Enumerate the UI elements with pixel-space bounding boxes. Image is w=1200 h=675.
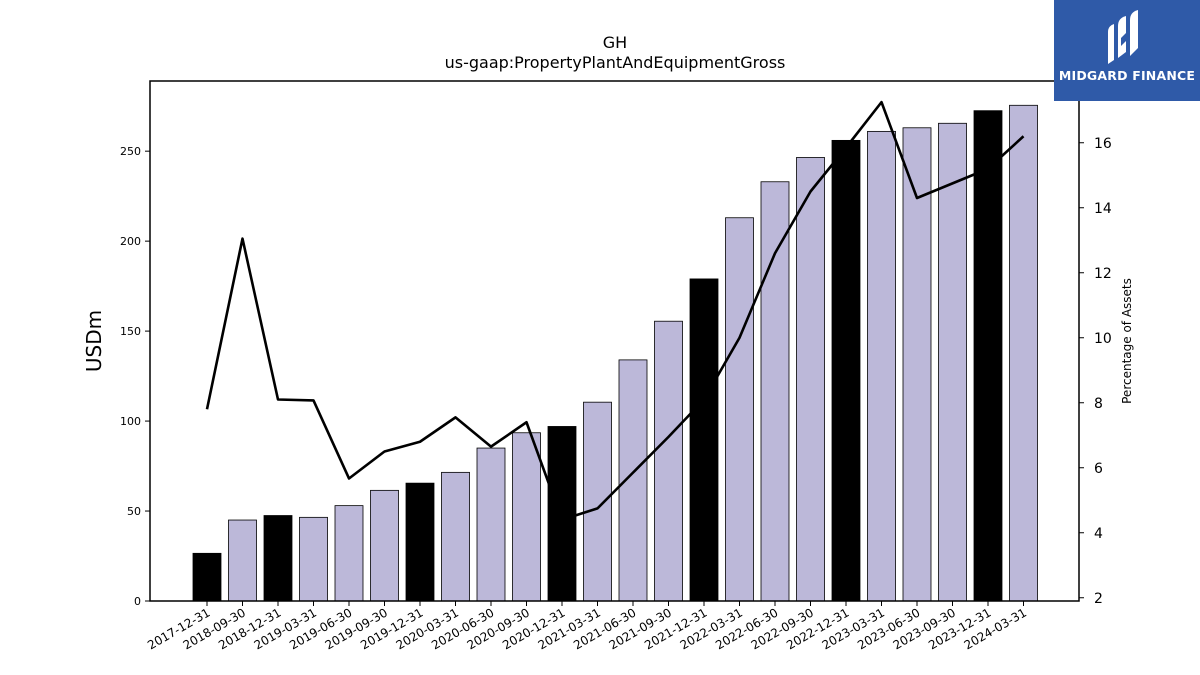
brand-logo: MIDGARD FINANCE bbox=[1054, 0, 1200, 101]
brand-name: MIDGARD FINANCE bbox=[1058, 68, 1196, 83]
bar bbox=[370, 489, 399, 602]
y-tick-label: 100 bbox=[120, 415, 141, 428]
plot-frame bbox=[149, 80, 1080, 602]
y-right-tick-label: 4 bbox=[1094, 526, 1103, 542]
bar bbox=[263, 515, 293, 602]
y-right-tick-label: 16 bbox=[1094, 136, 1112, 152]
y-right-tick-label: 6 bbox=[1094, 461, 1103, 477]
y-axis-right: 2 4 6 8 10 12 14 16 bbox=[1079, 136, 1112, 607]
y-tick-label: 250 bbox=[120, 145, 141, 158]
bar bbox=[867, 130, 896, 602]
y-right-tick-label: 10 bbox=[1094, 331, 1112, 347]
y-axis-label: USDm bbox=[82, 310, 106, 372]
y-tick-label: 200 bbox=[120, 235, 141, 248]
bar bbox=[299, 516, 328, 602]
y-right-tick-label: 14 bbox=[1094, 201, 1112, 217]
bar bbox=[441, 471, 470, 602]
y-axis-left: 0 50 100 150 200 250 bbox=[120, 145, 150, 608]
bar bbox=[938, 122, 967, 602]
line-series bbox=[205, 100, 1025, 522]
y-axis-right-label: Percentage of Assets bbox=[1120, 278, 1134, 404]
bar bbox=[973, 110, 1003, 602]
bar bbox=[547, 426, 577, 602]
bar bbox=[760, 181, 790, 602]
chart-title: GH bbox=[603, 33, 627, 52]
y-right-tick-label: 2 bbox=[1094, 591, 1103, 607]
bar bbox=[334, 505, 364, 602]
bar-series bbox=[192, 104, 1038, 602]
bar bbox=[689, 278, 719, 602]
bar bbox=[476, 447, 506, 602]
y-tick-label: 50 bbox=[127, 505, 141, 518]
bar bbox=[618, 359, 648, 602]
bar bbox=[512, 432, 541, 602]
percentage-line bbox=[205, 100, 1025, 522]
y-tick-label: 150 bbox=[120, 325, 141, 338]
bar bbox=[902, 127, 932, 602]
bar bbox=[725, 217, 754, 602]
x-axis: 2017-12-312018-09-302018-12-312019-03-31… bbox=[145, 601, 1029, 652]
bar bbox=[192, 552, 222, 602]
y-right-tick-label: 8 bbox=[1094, 396, 1103, 412]
bar bbox=[228, 519, 257, 602]
bar bbox=[1009, 104, 1038, 602]
bar bbox=[405, 482, 435, 602]
y-right-tick-label: 12 bbox=[1094, 266, 1112, 282]
midgard-logo-icon bbox=[1108, 10, 1138, 64]
bar bbox=[583, 401, 612, 602]
y-tick-label: 0 bbox=[134, 595, 141, 608]
bar bbox=[831, 139, 861, 602]
chart-subtitle: us-gaap:PropertyPlantAndEquipmentGross bbox=[445, 53, 786, 72]
bar bbox=[654, 320, 683, 602]
bar bbox=[796, 157, 825, 602]
